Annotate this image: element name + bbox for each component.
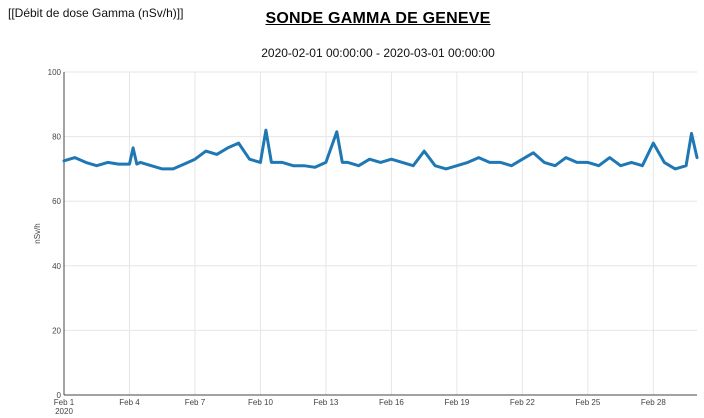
y-tick-label: 60 — [52, 197, 61, 206]
x-tick-year-label: 2020 — [55, 407, 73, 416]
y-tick-label: 80 — [52, 133, 61, 142]
x-tick-label: Feb 1 — [54, 398, 75, 407]
series-layer — [62, 128, 699, 171]
x-tick-label: Feb 28 — [641, 398, 666, 407]
x-tick-label: Feb 19 — [444, 398, 469, 407]
grid-lines — [64, 71, 697, 395]
y-tick-label: 40 — [52, 262, 61, 271]
x-tick-label: Feb 4 — [119, 398, 140, 407]
y-axis-label: nSv/h — [33, 223, 42, 243]
x-tick-label: Feb 16 — [379, 398, 404, 407]
y-tick-label: 100 — [48, 68, 62, 77]
x-tick-label: Feb 22 — [510, 398, 535, 407]
x-tick-label: Feb 13 — [313, 398, 338, 407]
x-tick-label: Feb 10 — [248, 398, 273, 407]
x-tick-label: Feb 7 — [185, 398, 206, 407]
x-tick-label: Feb 25 — [575, 398, 600, 407]
chart-date-range: 2020-02-01 00:00:00 - 2020-03-01 00:00:0… — [261, 46, 495, 60]
chart-variable-label: [[Débit de dose Gamma (nSv/h)]] — [8, 6, 184, 20]
chart-title: SONDE GAMMA DE GENEVE — [265, 10, 491, 27]
axes — [63, 72, 697, 396]
y-tick-label: 0 — [57, 391, 62, 400]
y-tick-label: 20 — [52, 326, 61, 335]
dose-rate-series-line — [62, 128, 699, 171]
